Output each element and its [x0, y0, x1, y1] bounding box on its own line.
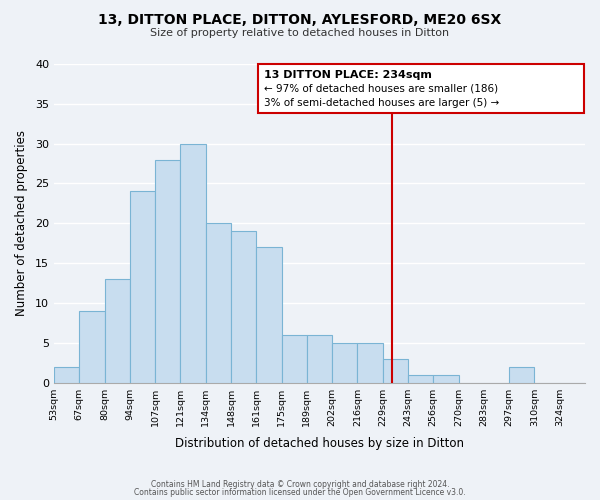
Text: 13, DITTON PLACE, DITTON, AYLESFORD, ME20 6SX: 13, DITTON PLACE, DITTON, AYLESFORD, ME2…	[98, 12, 502, 26]
Bar	[181, 144, 206, 382]
Bar	[54, 366, 79, 382]
Bar	[358, 343, 383, 382]
Text: 3% of semi-detached houses are larger (5) →: 3% of semi-detached houses are larger (5…	[264, 98, 499, 108]
Bar	[155, 160, 181, 382]
Bar	[79, 311, 104, 382]
Bar	[433, 374, 458, 382]
Bar	[231, 232, 256, 382]
Bar	[281, 335, 307, 382]
Text: Contains public sector information licensed under the Open Government Licence v3: Contains public sector information licen…	[134, 488, 466, 497]
Bar	[307, 335, 332, 382]
Bar	[104, 279, 130, 382]
Text: 13 DITTON PLACE: 234sqm: 13 DITTON PLACE: 234sqm	[264, 70, 432, 80]
Bar	[408, 374, 433, 382]
Bar	[383, 359, 408, 382]
Bar	[257, 64, 584, 114]
Bar	[130, 192, 155, 382]
Text: Size of property relative to detached houses in Ditton: Size of property relative to detached ho…	[151, 28, 449, 38]
Y-axis label: Number of detached properties: Number of detached properties	[15, 130, 28, 316]
Text: Contains HM Land Registry data © Crown copyright and database right 2024.: Contains HM Land Registry data © Crown c…	[151, 480, 449, 489]
Text: ← 97% of detached houses are smaller (186): ← 97% of detached houses are smaller (18…	[264, 84, 498, 94]
Bar	[332, 343, 358, 382]
Bar	[256, 247, 281, 382]
Bar	[206, 224, 231, 382]
X-axis label: Distribution of detached houses by size in Ditton: Distribution of detached houses by size …	[175, 437, 464, 450]
Bar	[509, 366, 535, 382]
